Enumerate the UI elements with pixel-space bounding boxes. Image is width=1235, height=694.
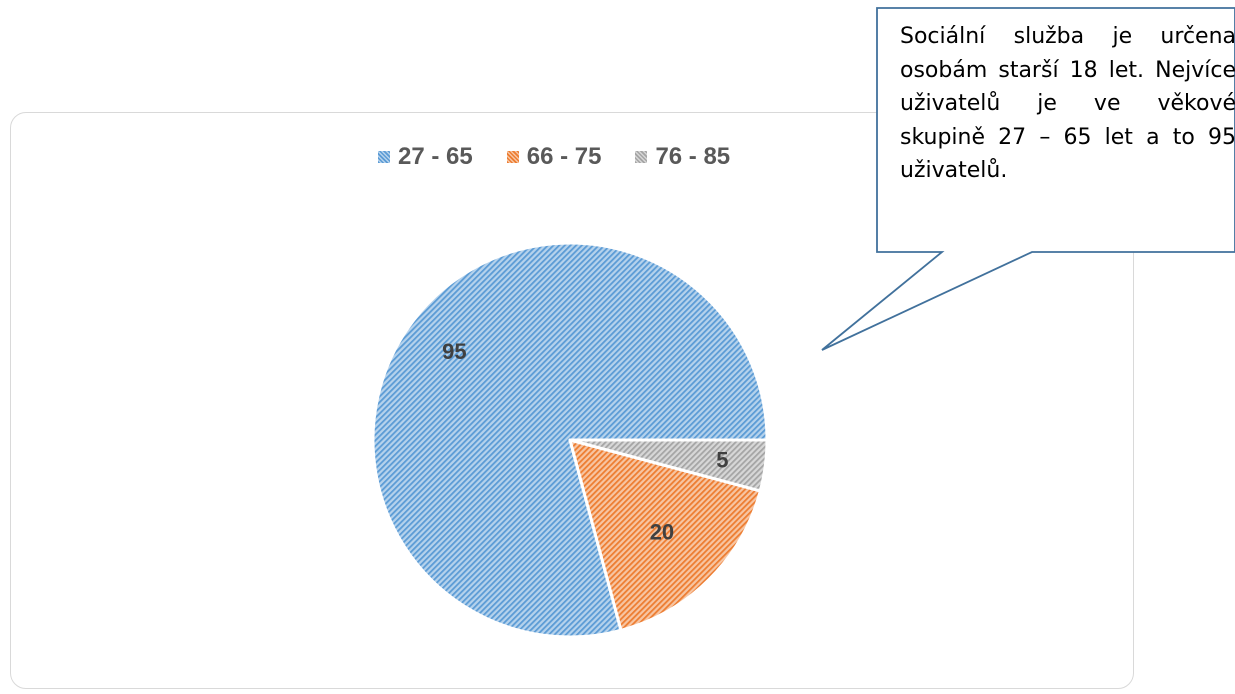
legend-label: 76 - 85 <box>655 143 731 170</box>
pie-slice-76-85 <box>568 438 769 493</box>
legend-item-27-65: 27 - 65 <box>378 143 473 171</box>
legend-swatch <box>378 151 390 163</box>
callout-box <box>821 7 1235 351</box>
data-label: 95 <box>442 339 466 364</box>
legend-item-66-75: 66 - 75 <box>506 143 602 171</box>
legend-swatch <box>635 151 648 163</box>
data-label: 5 <box>716 448 728 473</box>
pie-slice-66-75 <box>568 438 762 632</box>
legend-swatch <box>506 151 519 163</box>
callout-text: Sociální služba je určena osobám starší … <box>900 24 1235 183</box>
legend-item-76-85: 76 - 85 <box>635 143 730 171</box>
data-label: 20 <box>650 519 674 544</box>
legend-label: 27 - 65 <box>398 143 473 170</box>
legend: 27 - 65 66 - 75 76 - 85 <box>378 143 730 171</box>
legend-label: 66 - 75 <box>526 143 602 170</box>
